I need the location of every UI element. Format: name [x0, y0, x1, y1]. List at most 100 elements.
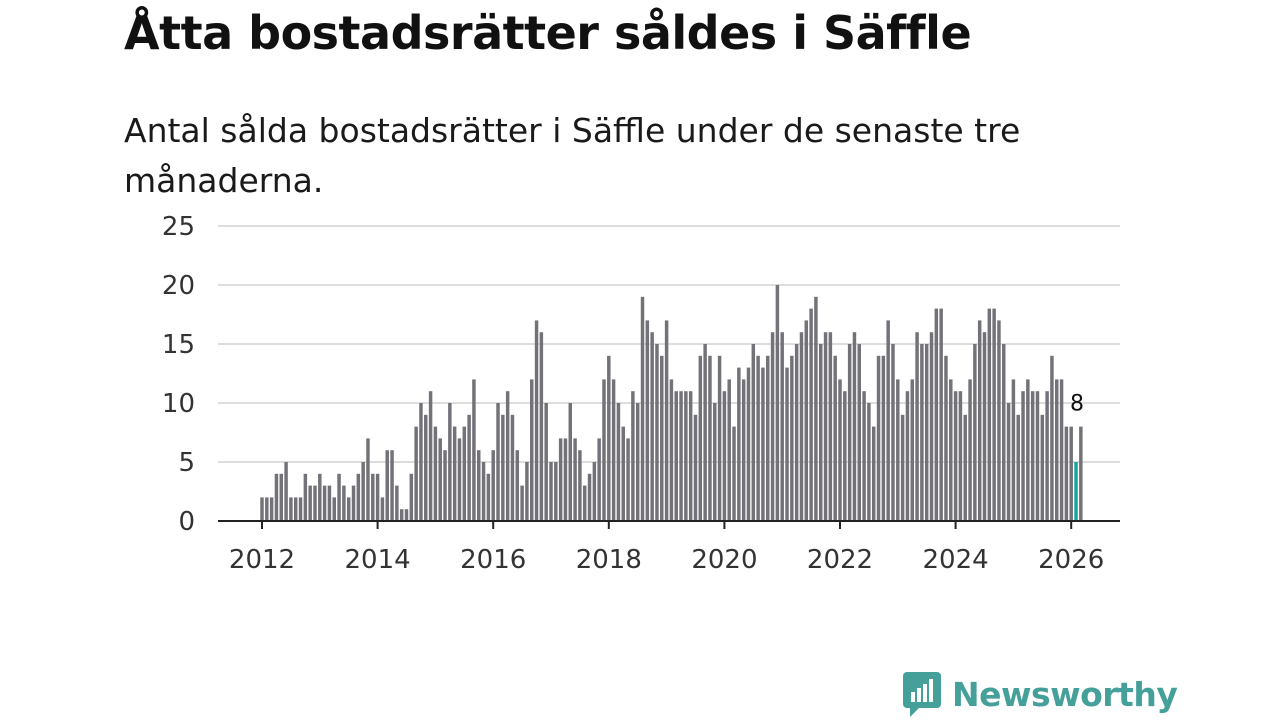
bar — [568, 403, 572, 521]
highlight-bar — [1074, 462, 1078, 521]
bar — [847, 344, 852, 521]
bar — [371, 473, 375, 521]
bar — [448, 403, 452, 521]
bar — [525, 462, 529, 521]
x-tick-label: 2012 — [229, 545, 295, 575]
bar — [1079, 426, 1083, 521]
bar — [274, 473, 279, 521]
bar — [891, 344, 895, 521]
bar — [717, 355, 722, 521]
bar — [780, 332, 784, 521]
bar — [303, 473, 308, 521]
bar — [640, 296, 645, 521]
bar — [664, 320, 669, 521]
bar — [944, 355, 948, 521]
bar — [684, 391, 688, 521]
bar — [558, 438, 563, 521]
bar — [761, 367, 765, 521]
bar — [982, 332, 987, 521]
bar — [1006, 403, 1011, 521]
bar — [857, 344, 861, 521]
bar — [674, 391, 678, 521]
bar — [1055, 379, 1059, 521]
bar — [833, 355, 837, 521]
bar — [814, 296, 818, 521]
tick-labels: 0 5 10 15 20 25 8 2012 2014 2016 2018 2020 2022 2024 2… — [162, 212, 1104, 575]
bar — [457, 438, 462, 521]
bar — [1064, 426, 1069, 521]
bar — [424, 414, 428, 521]
bar — [905, 391, 910, 521]
bar — [713, 403, 717, 521]
bar — [1050, 355, 1054, 521]
bar — [698, 355, 703, 521]
bar — [929, 332, 934, 521]
bar — [751, 344, 756, 521]
bar — [626, 438, 630, 521]
bar — [953, 391, 958, 521]
bar — [554, 462, 558, 521]
bar — [722, 391, 727, 521]
x-tick-label: 2024 — [923, 545, 989, 575]
y-tick-label: 0 — [178, 507, 195, 537]
bar — [838, 379, 842, 521]
bar — [1069, 426, 1073, 521]
bar — [313, 485, 317, 521]
bar — [534, 320, 539, 521]
bar — [958, 391, 963, 521]
bar — [481, 462, 486, 521]
bar — [876, 355, 881, 521]
bar — [597, 438, 601, 521]
bar — [279, 473, 283, 521]
bar — [477, 450, 481, 521]
y-tick-label: 25 — [162, 212, 195, 242]
bar — [900, 414, 905, 521]
bar — [486, 473, 491, 521]
bar — [756, 355, 760, 521]
bar — [862, 391, 866, 521]
bar — [746, 367, 751, 521]
bar — [501, 414, 505, 521]
bar — [1059, 379, 1064, 521]
bar — [433, 426, 438, 521]
bar — [563, 438, 568, 521]
bar — [414, 426, 418, 521]
bar — [438, 438, 442, 521]
bar — [515, 450, 520, 521]
bar — [611, 379, 616, 521]
y-tick-label: 20 — [162, 271, 195, 301]
bar — [949, 379, 953, 521]
newsworthy-logo-icon — [903, 672, 941, 717]
bar — [770, 332, 775, 521]
bar — [399, 509, 404, 521]
brand-name: Newsworthy — [952, 674, 1178, 714]
bar — [419, 403, 423, 521]
bar — [462, 426, 467, 521]
bar — [934, 308, 939, 521]
bar — [530, 379, 534, 521]
bar — [260, 497, 264, 521]
bar — [977, 320, 982, 521]
bar — [992, 308, 996, 521]
newsworthy-logo[interactable]: Newsworthy — [902, 670, 1178, 718]
bar — [924, 344, 929, 521]
bar — [1011, 379, 1016, 521]
bar — [669, 379, 674, 521]
bar — [318, 473, 322, 521]
bar — [775, 285, 780, 521]
x-tick-label: 2022 — [807, 545, 873, 575]
chart-title: Åtta bostadsrätter såldes i Säffle — [124, 6, 972, 60]
bar — [443, 450, 447, 521]
bar — [332, 497, 336, 521]
bar — [1016, 414, 1020, 521]
bar — [635, 403, 640, 521]
bar — [602, 379, 606, 521]
bar — [645, 320, 650, 521]
x-tick-label: 2020 — [691, 545, 757, 575]
bar — [843, 391, 847, 521]
bar — [650, 332, 654, 521]
bar — [578, 450, 582, 521]
bar — [592, 462, 597, 521]
x-axis — [218, 520, 1120, 529]
bar — [539, 332, 544, 521]
